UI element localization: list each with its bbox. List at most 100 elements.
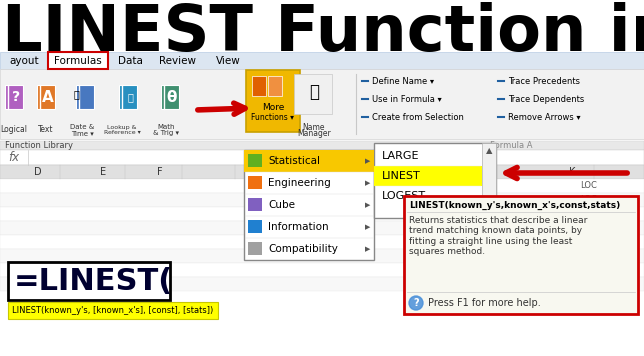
- Bar: [294, 74, 332, 114]
- Text: Returns statistics that describe a linear
trend matching known data points, by
f: Returns statistics that describe a linea…: [409, 216, 587, 256]
- Bar: [248, 154, 262, 167]
- Bar: [248, 220, 262, 233]
- Text: LOC: LOC: [580, 195, 597, 204]
- Bar: [0, 150, 644, 165]
- Text: =LINEST(: =LINEST(: [14, 267, 173, 295]
- Bar: [248, 242, 262, 255]
- Bar: [76, 85, 94, 109]
- Text: ▶: ▶: [365, 158, 371, 164]
- Text: Text: Text: [38, 125, 53, 134]
- Text: Statistical: Statistical: [268, 156, 320, 166]
- Text: 📅: 📅: [73, 89, 79, 99]
- Text: Formulas: Formulas: [54, 56, 102, 66]
- Bar: [8, 262, 170, 300]
- Bar: [0, 221, 644, 235]
- Text: ▶: ▶: [365, 202, 371, 208]
- Text: MA: MA: [580, 209, 593, 219]
- Text: Math: Math: [157, 124, 175, 130]
- Text: View: View: [216, 56, 240, 66]
- Text: ayout: ayout: [9, 56, 39, 66]
- Text: F: F: [157, 167, 163, 177]
- Bar: [0, 263, 644, 277]
- Text: Formula A: Formula A: [490, 141, 533, 150]
- Text: D: D: [34, 167, 42, 177]
- Text: Function Library: Function Library: [5, 141, 73, 150]
- Text: A: A: [42, 89, 54, 105]
- Text: Trace Dependents: Trace Dependents: [508, 94, 584, 104]
- Text: Press F1 for more help.: Press F1 for more help.: [428, 298, 541, 308]
- Bar: [244, 150, 374, 172]
- Text: & Trig ▾: & Trig ▾: [153, 130, 179, 136]
- Text: Name: Name: [303, 122, 325, 131]
- Text: Create from Selection: Create from Selection: [372, 112, 464, 121]
- Text: ▶: ▶: [365, 224, 371, 230]
- Bar: [246, 70, 300, 132]
- Text: Define Name ▾: Define Name ▾: [372, 77, 434, 85]
- Text: LINEST(known_y's,known_x's,const,stats): LINEST(known_y's,known_x's,const,stats): [409, 200, 620, 210]
- Text: ?: ?: [413, 298, 419, 308]
- Bar: [119, 85, 137, 109]
- Text: ME: ME: [580, 237, 592, 246]
- Text: LOC: LOC: [580, 182, 597, 190]
- Bar: [482, 143, 496, 218]
- Text: Lookup &: Lookup &: [108, 125, 137, 130]
- Text: Functions ▾: Functions ▾: [252, 112, 294, 121]
- Bar: [0, 235, 644, 249]
- Text: K: K: [569, 167, 575, 177]
- Bar: [0, 207, 644, 221]
- Text: LOGEST: LOGEST: [382, 191, 426, 201]
- Text: Cube: Cube: [268, 200, 295, 210]
- Bar: [5, 85, 23, 109]
- Text: MIN: MIN: [580, 251, 596, 261]
- Bar: [48, 52, 108, 69]
- Bar: [0, 249, 644, 263]
- Text: LINEST: LINEST: [382, 171, 421, 181]
- Bar: [37, 85, 55, 109]
- Bar: [252, 76, 266, 96]
- Text: Information: Information: [268, 222, 328, 232]
- Text: 🔍: 🔍: [127, 92, 133, 102]
- Bar: [374, 143, 496, 218]
- Text: Engineering: Engineering: [268, 178, 331, 188]
- Bar: [0, 69, 644, 139]
- Text: Use in Formula ▾: Use in Formula ▾: [372, 94, 442, 104]
- Bar: [248, 198, 262, 211]
- Text: Compatibility: Compatibility: [268, 244, 338, 254]
- Bar: [161, 85, 179, 109]
- Text: ▶: ▶: [365, 246, 371, 252]
- Text: LARGE: LARGE: [382, 151, 419, 161]
- Text: LINEST(known_y's, [known_x's], [const], [stats]): LINEST(known_y's, [known_x's], [const], …: [12, 306, 213, 315]
- Text: Manager: Manager: [297, 130, 331, 138]
- Circle shape: [409, 296, 423, 310]
- Bar: [0, 179, 644, 193]
- Text: Logical: Logical: [1, 125, 28, 134]
- Text: Time ▾: Time ▾: [71, 131, 93, 137]
- Text: Reference ▾: Reference ▾: [104, 131, 140, 136]
- Text: fx: fx: [8, 151, 19, 164]
- Text: 📋: 📋: [309, 83, 319, 101]
- Text: ▲: ▲: [486, 147, 492, 156]
- Bar: [0, 52, 644, 69]
- Text: MA: MA: [580, 224, 593, 232]
- Text: Data: Data: [118, 56, 142, 66]
- Text: More: More: [262, 104, 284, 112]
- Bar: [0, 165, 644, 179]
- Text: Date &: Date &: [70, 124, 94, 130]
- Text: θ: θ: [167, 89, 177, 105]
- Text: ▶: ▶: [365, 180, 371, 186]
- Text: Trace Precedents: Trace Precedents: [508, 77, 580, 85]
- Text: Remove Arrows ▾: Remove Arrows ▾: [508, 112, 581, 121]
- Bar: [8, 302, 218, 319]
- Text: Review: Review: [160, 56, 196, 66]
- Bar: [374, 166, 482, 186]
- Bar: [0, 193, 644, 207]
- Bar: [268, 76, 282, 96]
- Bar: [248, 176, 262, 189]
- Bar: [0, 277, 644, 291]
- Bar: [0, 141, 644, 150]
- Text: ?: ?: [12, 90, 20, 104]
- Text: E: E: [100, 167, 106, 177]
- Bar: [244, 150, 374, 260]
- Text: LINEST Function in Excel: LINEST Function in Excel: [2, 2, 644, 64]
- Bar: [404, 196, 638, 314]
